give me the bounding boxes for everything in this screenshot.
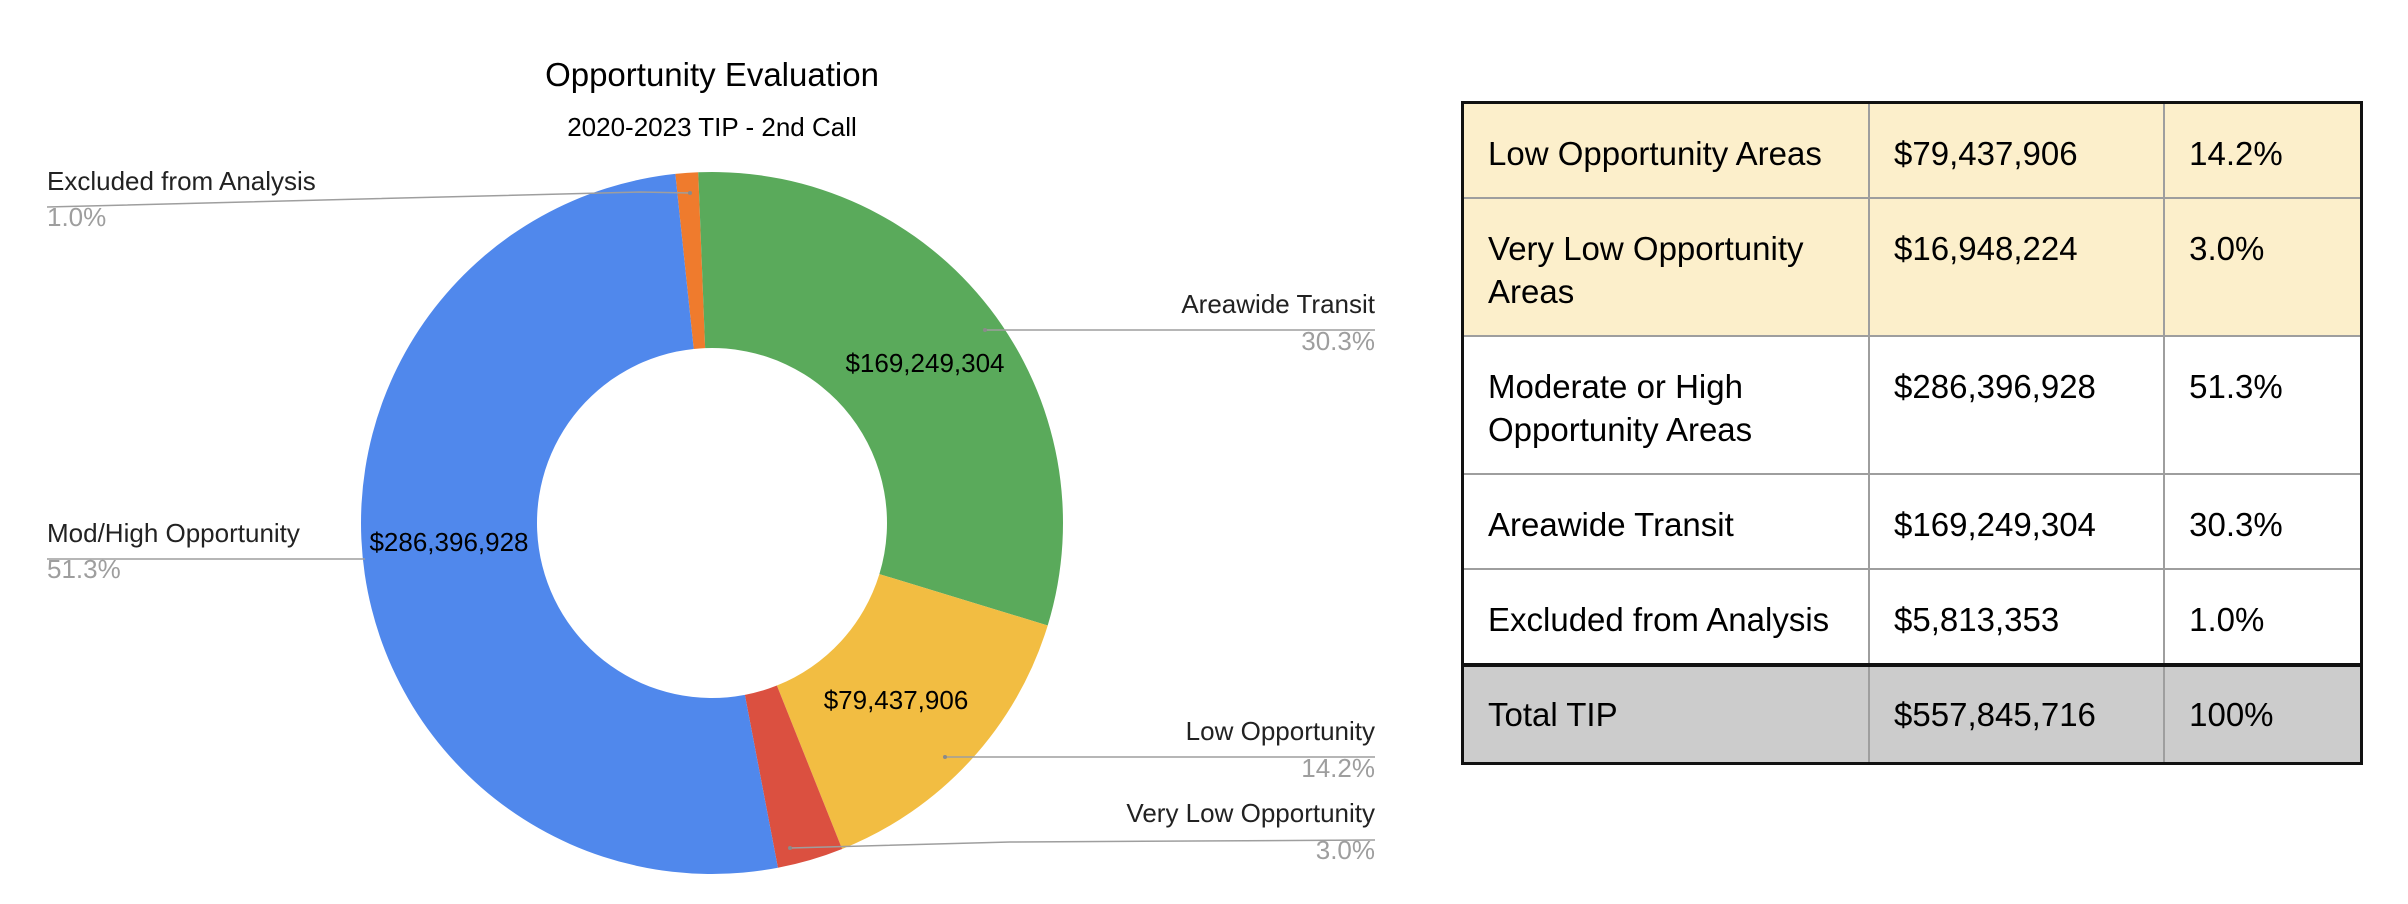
summary-table: Low Opportunity Areas $79,437,906 14.2% Ver… (1461, 101, 2363, 765)
cell-name: Moderate or High Opportunity Areas (1461, 335, 1871, 475)
cell-name: Total TIP (1461, 663, 1871, 765)
cell-name: Very Low Opportunity Areas (1461, 197, 1871, 337)
chart-title: Opportunity Evaluation (545, 56, 879, 93)
donut-slices (361, 172, 1063, 874)
slice-label-transit: Areawide Transit (1181, 289, 1375, 319)
cell-name: Excluded from Analysis (1461, 568, 1871, 666)
cell-amount: $5,813,353 (1868, 568, 2166, 666)
slice-percent-verylow: 3.0% (1316, 835, 1375, 865)
leader-line-verylow (789, 839, 1376, 849)
cell-amount: $16,948,224 (1868, 197, 2166, 337)
slice-modhigh (361, 173, 778, 874)
table-row: Low Opportunity Areas $79,437,906 14.2% (1461, 101, 2363, 199)
table-row: Excluded from Analysis $5,813,353 1.0% (1461, 568, 2363, 666)
cell-name: Low Opportunity Areas (1461, 101, 1871, 199)
table-row: Areawide Transit $169,249,304 30.3% (1461, 473, 2363, 570)
slice-value-low: $79,437,906 (824, 685, 969, 715)
donut-chart: Opportunity Evaluation 2020-2023 TIP - 2… (46, 56, 1376, 874)
slice-category-labels: Excluded from Analysis 1.0% Areawide Trans… (47, 166, 1376, 865)
cell-amount: $286,396,928 (1868, 335, 2166, 475)
cell-percent: 3.0% (2163, 197, 2363, 337)
chart-subtitle: 2020-2023 TIP - 2nd Call (567, 112, 857, 142)
cell-percent: 14.2% (2163, 101, 2363, 199)
slice-label-excluded: Excluded from Analysis (47, 166, 316, 196)
cell-amount: $169,249,304 (1868, 473, 2166, 570)
cell-percent: 51.3% (2163, 335, 2363, 475)
leader-lines (46, 191, 1376, 850)
table-total-row: Total TIP $557,845,716 100% (1461, 663, 2363, 765)
slice-value-modhigh: $286,396,928 (369, 527, 528, 557)
slice-percent-transit: 30.3% (1301, 326, 1375, 356)
leader-dot-verylow (788, 846, 792, 850)
leader-dot-low (943, 755, 947, 759)
slice-label-modhigh: Mod/High Opportunity (47, 518, 300, 548)
leader-dot-transit (983, 328, 987, 332)
slice-percent-low: 14.2% (1301, 753, 1375, 783)
slice-transit (698, 172, 1063, 626)
cell-amount: $79,437,906 (1868, 101, 2166, 199)
cell-amount: $557,845,716 (1868, 663, 2166, 765)
slice-percent-excluded: 1.0% (47, 202, 106, 232)
cell-name: Areawide Transit (1461, 473, 1871, 570)
slice-verylow (744, 685, 843, 868)
slice-excluded (675, 172, 706, 349)
table-row: Very Low Opportunity Areas $16,948,224 3.0… (1461, 197, 2363, 337)
cell-percent: 1.0% (2163, 568, 2363, 666)
slice-value-labels: $169,249,304 $79,437,906 $286,396,928 (369, 348, 1004, 715)
cell-percent: 30.3% (2163, 473, 2363, 570)
leader-line-excluded (46, 191, 691, 208)
table-row: Moderate or High Opportunity Areas $286,3… (1461, 335, 2363, 475)
slice-label-low: Low Opportunity (1186, 716, 1375, 746)
leader-dot-excluded (688, 191, 692, 195)
slice-value-transit: $169,249,304 (845, 348, 1004, 378)
slice-low (776, 574, 1048, 849)
slice-percent-modhigh: 51.3% (47, 554, 121, 584)
slice-label-verylow: Very Low Opportunity (1126, 798, 1375, 828)
cell-percent: 100% (2163, 663, 2363, 765)
